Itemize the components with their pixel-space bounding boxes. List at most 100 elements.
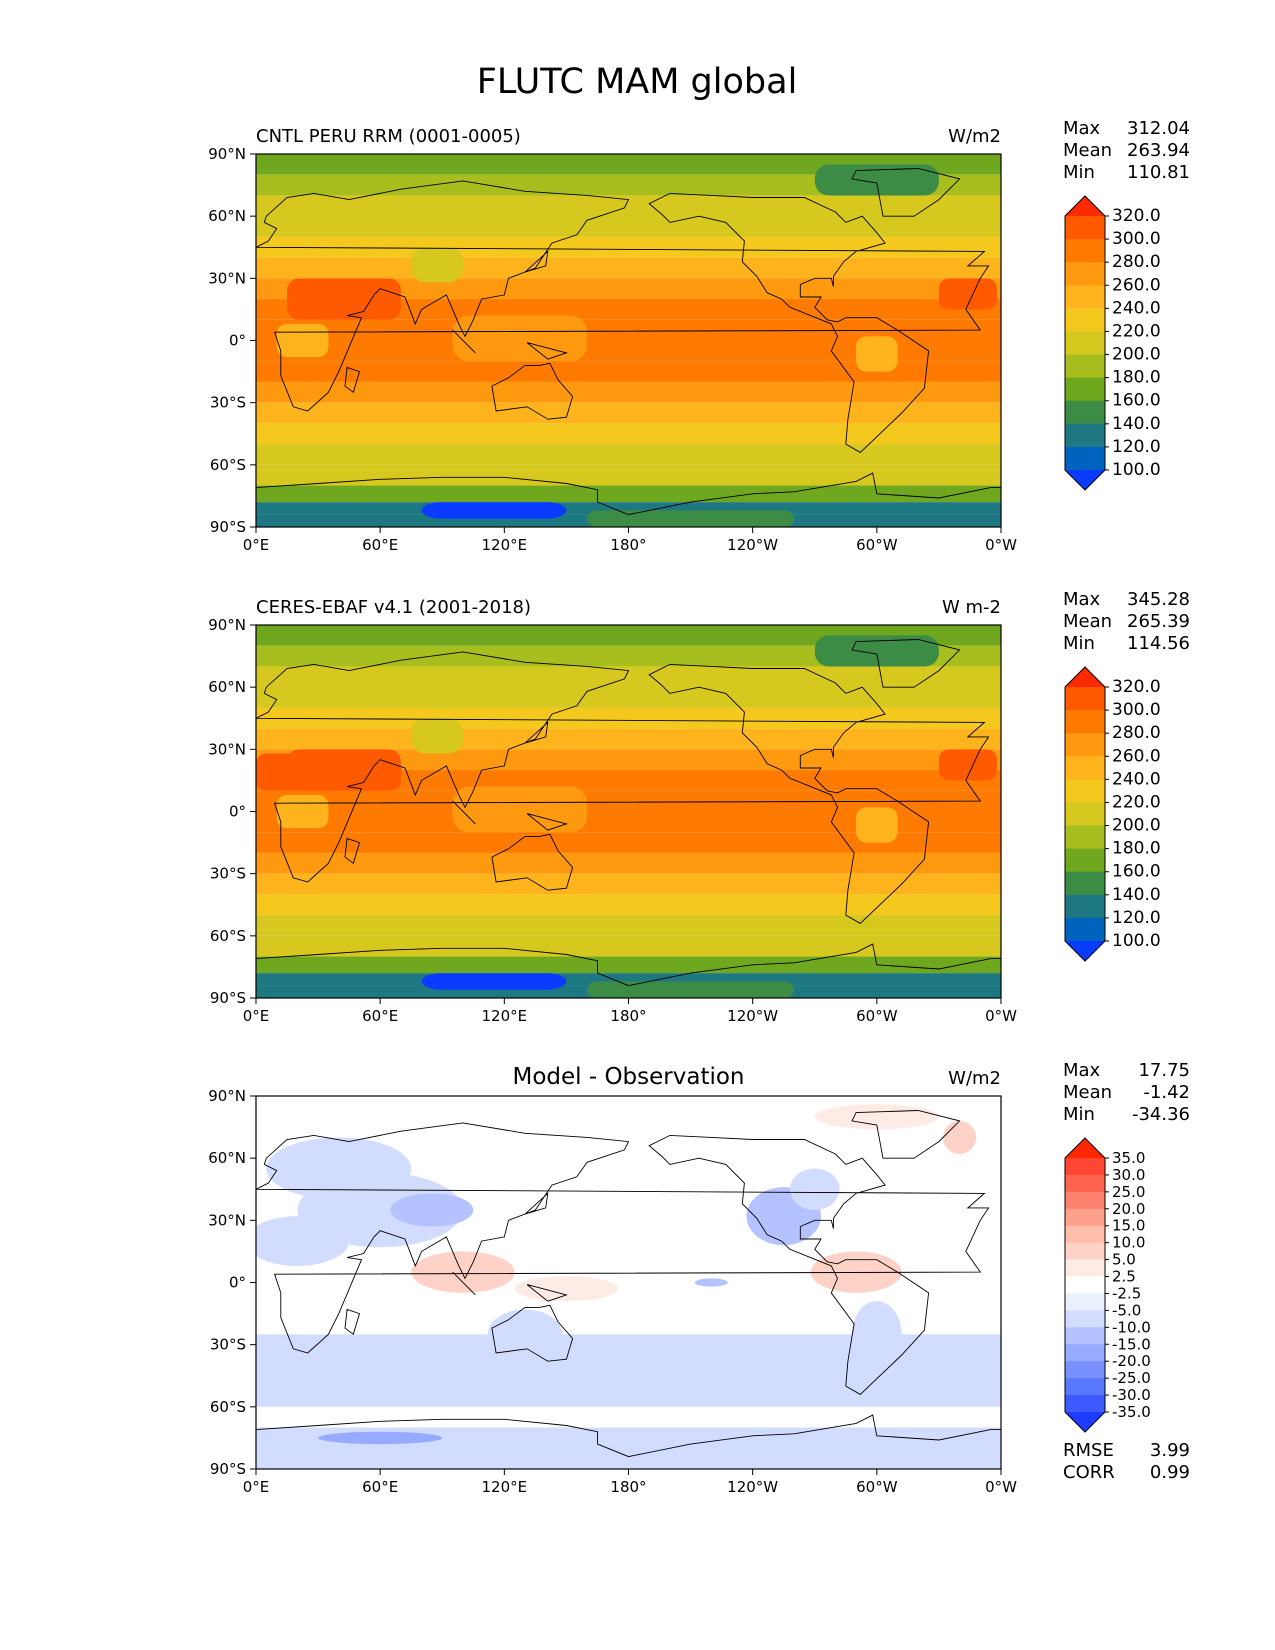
field-layer xyxy=(256,1096,1001,1469)
stat-value: 0.99 xyxy=(1150,1462,1190,1483)
colorbar-label: 260.0 xyxy=(1112,275,1161,295)
lat-band xyxy=(256,728,1001,750)
lon-tick-label: 120°W xyxy=(727,1007,778,1025)
lon-tick-label: 120°E xyxy=(482,536,528,554)
stat-label: Max xyxy=(1063,118,1101,139)
lon-tick-label: 60°W xyxy=(856,536,898,554)
colorbar-label: 200.0 xyxy=(1112,816,1161,836)
lat-band xyxy=(256,464,1001,486)
colorbar-segment xyxy=(1065,400,1105,425)
colorbar-label: 280.0 xyxy=(1112,252,1161,272)
lat-tick-label: 90°N xyxy=(208,1087,246,1105)
lat-band xyxy=(256,707,1001,729)
colorbar-label: 120.0 xyxy=(1112,908,1161,928)
lat-tick-label: 60°N xyxy=(208,1149,246,1167)
region-patch xyxy=(276,794,329,829)
stat-label: Min xyxy=(1063,162,1095,183)
colorbar-segment xyxy=(1065,802,1105,827)
stat-label: RMSE xyxy=(1063,1440,1114,1461)
colorbar-label: -15.0 xyxy=(1112,1335,1151,1353)
colorbar-label: 140.0 xyxy=(1112,885,1161,905)
region-patch xyxy=(256,753,401,791)
map-panel-3: 0°E 60°E 120°E 180° 120°W 60°W 0°W 90°N 60°N 30°N… xyxy=(208,1060,1190,1496)
colorbar-label: 300.0 xyxy=(1112,229,1161,249)
lat-band xyxy=(256,894,1001,916)
colorbar-segment xyxy=(1065,377,1105,402)
stat-label: Mean xyxy=(1063,611,1112,632)
lat-tick-label: 30°N xyxy=(208,740,246,758)
lat-tick-label: 90°N xyxy=(208,616,246,634)
colorbar-segment xyxy=(1065,687,1105,711)
lat-tick-label: 30°S xyxy=(210,865,246,883)
colorbar: 35.030.025.020.015.010.05.02.5-2.5-5.0-1… xyxy=(1064,1137,1151,1433)
colorbar-label: -10.0 xyxy=(1112,1318,1151,1336)
lat-tick-label: 90°S xyxy=(210,518,246,536)
colorbar-label: 180.0 xyxy=(1112,839,1161,859)
region-patch xyxy=(938,278,997,310)
anomaly-blob xyxy=(852,1301,902,1368)
stat-label: Max xyxy=(1063,589,1101,610)
anomaly-blob xyxy=(694,1278,728,1287)
lon-tick-label: 180° xyxy=(610,1007,646,1025)
figure-title: FLUTC MAM global xyxy=(477,62,798,102)
lat-band xyxy=(256,749,1001,771)
lat-band xyxy=(256,257,1001,279)
colorbar-label: 160.0 xyxy=(1112,862,1161,882)
lon-tick-label: 60°E xyxy=(362,536,398,554)
colorbar-segment xyxy=(1065,1293,1105,1311)
colorbar-label: 240.0 xyxy=(1112,769,1161,789)
anomaly-blob xyxy=(943,1120,977,1155)
stat-value: 265.39 xyxy=(1127,611,1190,632)
colorbar-extend-bottom xyxy=(1065,941,1105,961)
panel-title: CNTL PERU RRM (0001-0005) xyxy=(256,126,521,147)
colorbar-segment xyxy=(1065,1327,1105,1345)
lat-tick-label: 60°N xyxy=(208,678,246,696)
colorbar-label: 25.0 xyxy=(1112,1183,1145,1201)
colorbar-segment xyxy=(1065,1378,1105,1396)
stat-value: 345.28 xyxy=(1127,589,1190,610)
map-panel-1: 0°E 60°E 120°E 180° 120°W 60°W 0°W 90°N 60°N 30°N… xyxy=(208,118,1190,554)
colorbar-segment xyxy=(1065,1395,1105,1413)
lat-tick-label: 30°S xyxy=(210,1336,246,1354)
colorbar-label: -2.5 xyxy=(1112,1284,1141,1302)
colorbar-extend-top xyxy=(1065,667,1105,687)
lon-tick-label: 180° xyxy=(610,536,646,554)
lon-tick-label: 0°W xyxy=(985,1478,1017,1496)
lon-tick-label: 0°W xyxy=(985,536,1017,554)
colorbar-label: 220.0 xyxy=(1112,321,1161,341)
colorbar-label: -5.0 xyxy=(1112,1301,1141,1319)
lat-band xyxy=(256,832,1001,853)
region-patch xyxy=(856,336,898,372)
lon-tick-label: 0°E xyxy=(243,1478,270,1496)
colorbar-extend-bottom xyxy=(1065,1412,1105,1432)
lat-tick-label: 90°N xyxy=(208,145,246,163)
colorbar-segment xyxy=(1065,1242,1105,1261)
lat-band xyxy=(256,935,1001,957)
lon-tick-label: 0°W xyxy=(985,1007,1017,1025)
lat-tick-label: 90°S xyxy=(210,1460,246,1478)
colorbar-segment xyxy=(1065,871,1105,896)
lon-tick-label: 180° xyxy=(610,1478,646,1496)
lat-band xyxy=(256,444,1001,465)
colorbar-segment xyxy=(1065,756,1105,780)
region-patch xyxy=(452,786,588,833)
lat-band xyxy=(256,873,1001,895)
colorbar-label: 10.0 xyxy=(1112,1234,1145,1252)
colorbar-label: 160.0 xyxy=(1112,391,1161,411)
lat-tick-label: 60°N xyxy=(208,207,246,225)
lat-band xyxy=(256,852,1001,874)
colorbar-label: -35.0 xyxy=(1112,1403,1151,1421)
region-patch xyxy=(587,981,795,998)
lon-tick-label: 120°E xyxy=(482,1007,528,1025)
colorbar-segment xyxy=(1065,239,1105,263)
colorbar-label: 5.0 xyxy=(1112,1251,1136,1269)
colorbar-segment xyxy=(1065,308,1105,332)
colorbar-segment xyxy=(1065,894,1105,919)
colorbar-segment xyxy=(1065,1276,1105,1294)
colorbar-extend-top xyxy=(1065,1138,1105,1158)
colorbar-label: 220.0 xyxy=(1112,792,1161,812)
stat-label: Min xyxy=(1063,1104,1095,1125)
colorbar-label: 200.0 xyxy=(1112,345,1161,365)
colorbar-label: 2.5 xyxy=(1112,1268,1136,1286)
lat-tick-label: 90°S xyxy=(210,989,246,1007)
